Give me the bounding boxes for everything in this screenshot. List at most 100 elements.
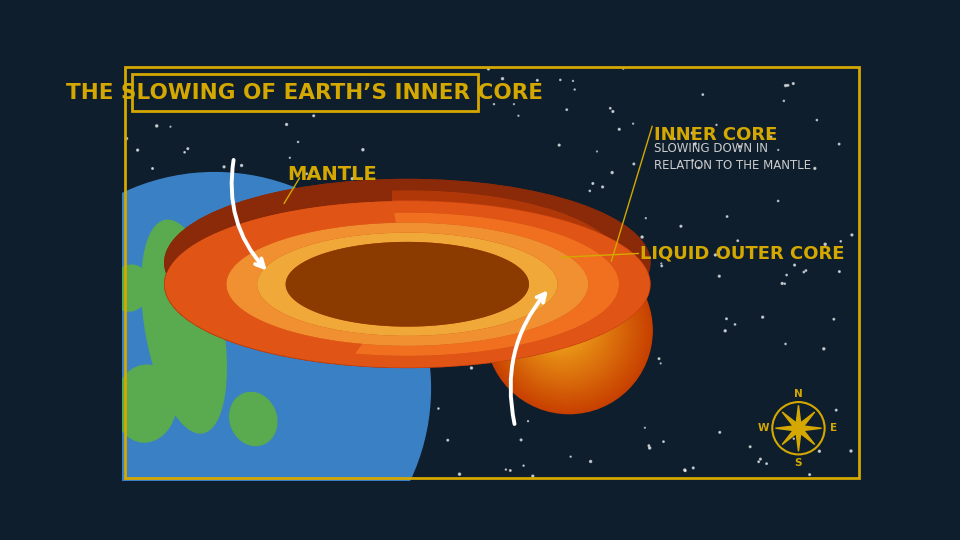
Point (530, 76, 545, 85)
Point (506, 100, 521, 109)
Ellipse shape (315, 252, 500, 316)
Point (651, 354, 666, 363)
Point (234, 161, 250, 170)
Point (329, 328, 345, 337)
Point (279, 120, 295, 129)
Circle shape (540, 305, 579, 343)
Point (626, 160, 641, 168)
Circle shape (0, 173, 430, 540)
Point (250, 395, 265, 404)
Point (818, 240, 833, 248)
Point (595, 183, 611, 191)
Point (730, 237, 745, 245)
Ellipse shape (114, 365, 177, 442)
Point (216, 163, 231, 171)
Point (763, 133, 779, 141)
Point (355, 71, 371, 79)
Ellipse shape (286, 220, 529, 305)
Point (787, 261, 803, 269)
Text: S: S (795, 458, 803, 468)
Point (492, 216, 508, 225)
Point (464, 363, 479, 372)
Point (796, 268, 811, 276)
Point (204, 202, 219, 211)
Circle shape (549, 315, 566, 331)
PathPatch shape (286, 242, 529, 327)
Point (563, 453, 578, 461)
Point (494, 75, 510, 83)
Point (148, 184, 163, 193)
Point (589, 147, 605, 156)
Point (355, 446, 371, 455)
Point (204, 220, 220, 229)
Point (771, 197, 786, 205)
Point (364, 409, 379, 417)
Ellipse shape (196, 191, 619, 334)
Circle shape (489, 250, 649, 410)
Point (431, 404, 446, 413)
Point (777, 97, 792, 105)
Circle shape (555, 321, 558, 323)
Point (684, 129, 700, 137)
Point (290, 185, 305, 193)
Circle shape (516, 279, 612, 375)
Circle shape (510, 272, 620, 383)
Circle shape (526, 289, 598, 362)
Circle shape (520, 284, 606, 369)
Point (133, 411, 149, 420)
Circle shape (537, 301, 584, 348)
Ellipse shape (532, 293, 564, 335)
Circle shape (796, 425, 802, 431)
Circle shape (552, 317, 563, 328)
Point (163, 123, 179, 131)
Point (252, 402, 268, 411)
Point (434, 208, 449, 217)
Ellipse shape (165, 201, 650, 367)
Point (423, 267, 439, 276)
Ellipse shape (227, 201, 588, 325)
Point (366, 213, 381, 222)
Point (583, 215, 598, 224)
Point (583, 457, 598, 466)
Point (352, 359, 368, 368)
Ellipse shape (196, 191, 619, 334)
Point (673, 222, 688, 231)
Circle shape (508, 271, 622, 384)
Text: SLOWING DOWN IN
RELATION TO THE MANTLE: SLOWING DOWN IN RELATION TO THE MANTLE (654, 142, 811, 172)
PathPatch shape (257, 233, 558, 336)
Ellipse shape (142, 220, 227, 433)
Circle shape (512, 275, 617, 380)
Text: LIQUID OUTER CORE: LIQUID OUTER CORE (639, 245, 845, 262)
Point (615, 64, 631, 73)
Point (259, 206, 275, 215)
Point (653, 359, 668, 368)
Point (567, 85, 583, 94)
Point (400, 298, 416, 307)
Circle shape (534, 299, 587, 351)
PathPatch shape (257, 233, 558, 336)
Point (345, 174, 360, 183)
PathPatch shape (286, 242, 529, 327)
Circle shape (511, 273, 618, 382)
Point (642, 444, 658, 453)
Text: INNER CORE: INNER CORE (654, 126, 777, 144)
Circle shape (521, 285, 605, 368)
Point (635, 233, 650, 241)
Point (816, 345, 831, 353)
Circle shape (502, 265, 630, 392)
Point (321, 448, 336, 456)
Point (843, 447, 858, 455)
Point (183, 343, 199, 352)
Point (565, 77, 581, 85)
Point (656, 437, 671, 446)
Point (387, 427, 402, 436)
Point (230, 366, 246, 375)
Point (802, 470, 817, 479)
Point (346, 186, 361, 195)
Point (349, 404, 365, 413)
Point (828, 406, 844, 414)
Point (520, 417, 536, 426)
Point (199, 101, 214, 110)
Circle shape (533, 297, 588, 353)
Point (785, 79, 801, 88)
